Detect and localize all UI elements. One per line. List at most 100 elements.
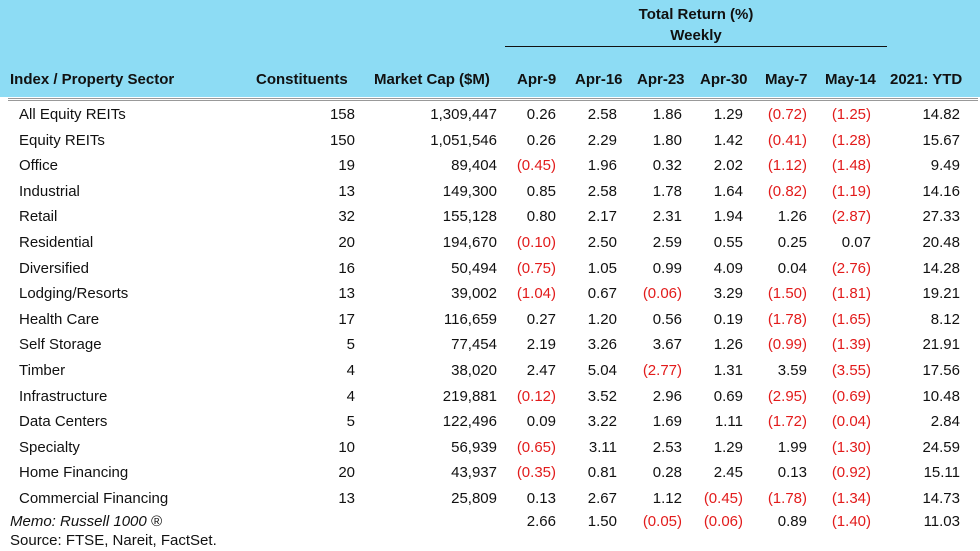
row-label: Commercial Financing — [19, 490, 169, 507]
apr23-cell: 2.53 — [652, 438, 682, 456]
may7-cell: (2.95) — [767, 387, 807, 405]
ytd-cell: 19.21 — [922, 285, 960, 303]
constituents-cell: 13 — [338, 285, 355, 303]
apr9-cell: 0.80 — [526, 208, 556, 226]
col-header-ytd: 2021: YTD — [890, 71, 963, 88]
apr30-cell: 1.31 — [713, 362, 743, 379]
weekly-subtitle: Weekly — [670, 27, 722, 44]
may7-cell: (1.50) — [767, 285, 807, 303]
table-row: Home Financing 20 43,937 (0.35) 0.81 0.28 2.45… — [0, 461, 980, 485]
col-header-apr16: Apr-16 — [575, 71, 623, 88]
may7-cell: (0.99) — [767, 336, 807, 354]
apr16-cell: 2.58 — [587, 182, 617, 200]
table-row: Specialty 10 56,939 (0.65) 3.11 2.53 1.29 1.99 (… — [0, 436, 980, 460]
apr23-cell: 3.67 — [652, 336, 682, 354]
constituents-cell: 20 — [338, 234, 355, 251]
total-return-group-title: Total Return (%) — [638, 6, 754, 23]
apr9-cell: 0.26 — [526, 106, 556, 123]
table-row: Diversified 16 50,494 (0.75) 1.05 0.99 4.09 0.0… — [0, 257, 980, 281]
market-cap-cell: 149,300 — [442, 182, 497, 200]
table-row: Infrastructure 4 219,881 (0.12) 3.52 2.96 0.69… — [0, 385, 980, 409]
apr30-cell: 0.69 — [713, 387, 743, 405]
col-header-apr30: Apr-30 — [700, 71, 748, 88]
market-cap-cell: 89,404 — [451, 157, 497, 175]
col-header-constituents: Constituents — [256, 71, 348, 88]
memo-apr16-cell: 1.50 — [587, 512, 617, 530]
constituents-cell: 13 — [338, 182, 355, 200]
ytd-cell: 21.91 — [922, 336, 960, 354]
row-label: Retail — [19, 208, 58, 226]
memo-row: Memo: Russell 1000 ® 2.66 1.50 (0.05) (0.06)… — [0, 510, 980, 534]
table-row: Timber 4 38,020 2.47 5.04 (2.77) 1.31 3.59 (3.55… — [0, 359, 980, 383]
market-cap-cell: 155,128 — [442, 208, 497, 226]
market-cap-cell: 116,659 — [443, 310, 497, 328]
table-row: Lodging/Resorts 13 39,002 (1.04) 0.67 (0.06) 3… — [0, 282, 980, 306]
apr23-cell: 2.96 — [652, 387, 682, 405]
table-row: Health Care 17 116,659 0.27 1.20 0.56 0.19 (1.7… — [0, 308, 980, 332]
ytd-cell: 10.48 — [922, 387, 960, 405]
row-label: Health Care — [19, 310, 100, 328]
row-label: Industrial — [19, 182, 80, 200]
row-label: Specialty — [19, 438, 80, 456]
col-header-market-cap: Market Cap ($M) — [374, 71, 490, 88]
row-label: All Equity REITs — [19, 106, 126, 123]
apr9-cell: 0.85 — [526, 182, 556, 200]
apr23-cell: 0.32 — [652, 157, 682, 175]
may7-cell: (1.12) — [767, 157, 807, 175]
may14-cell: (1.81) — [831, 285, 871, 303]
row-label: Office — [19, 157, 58, 175]
ytd-cell: 24.59 — [922, 438, 960, 456]
may7-cell: (1.78) — [767, 490, 807, 507]
constituents-cell: 20 — [338, 464, 355, 482]
table-row: Data Centers 5 122,496 0.09 3.22 1.69 1.11 (1.7… — [0, 410, 980, 434]
ytd-cell: 14.73 — [922, 490, 960, 507]
col-header-apr9: Apr-9 — [517, 71, 557, 88]
may7-cell: 0.04 — [777, 259, 807, 277]
apr23-cell: 1.69 — [652, 413, 682, 431]
apr23-cell: 0.99 — [652, 259, 682, 277]
apr23-cell: (2.77) — [642, 362, 682, 379]
market-cap-cell: 194,670 — [442, 234, 497, 251]
apr16-cell: 3.11 — [588, 438, 617, 456]
col-header-sector: Index / Property Sector — [10, 71, 175, 88]
apr23-cell: 0.56 — [652, 310, 682, 328]
apr9-cell: 0.09 — [526, 413, 556, 431]
constituents-cell: 5 — [346, 336, 355, 354]
memo-apr9-cell: 2.66 — [526, 512, 556, 530]
table-row: Self Storage 5 77,454 2.19 3.26 3.67 1.26 (0.99… — [0, 333, 980, 357]
header-divider — [8, 98, 978, 101]
apr16-cell: 3.22 — [587, 413, 617, 431]
constituents-cell: 4 — [346, 387, 355, 405]
may14-cell: (2.76) — [831, 259, 871, 277]
may7-cell: 3.59 — [777, 362, 807, 379]
apr23-cell: 1.78 — [652, 182, 682, 200]
may14-cell: (0.04) — [831, 413, 871, 431]
ytd-cell: 17.56 — [922, 362, 960, 379]
may14-cell: (1.65) — [831, 310, 871, 328]
may14-cell: 0.07 — [841, 234, 871, 251]
ytd-cell: 9.49 — [930, 157, 960, 175]
memo-may14-cell: (1.40) — [831, 512, 871, 530]
apr30-cell: 1.26 — [713, 336, 743, 354]
apr23-cell: 1.86 — [652, 106, 682, 123]
constituents-cell: 4 — [346, 362, 355, 379]
ytd-cell: 2.84 — [930, 413, 960, 431]
may14-cell: (1.30) — [831, 438, 871, 456]
may7-cell: 1.26 — [777, 208, 807, 226]
may7-cell: (1.72) — [767, 413, 807, 431]
market-cap-cell: 122,496 — [442, 413, 497, 431]
row-label: Diversified — [19, 259, 90, 277]
col-header-may14: May-14 — [825, 71, 876, 88]
apr16-cell: 5.04 — [587, 362, 617, 379]
apr23-cell: 2.59 — [652, 234, 682, 251]
apr30-cell: 0.55 — [713, 234, 743, 251]
apr16-cell: 3.26 — [587, 336, 617, 354]
apr16-cell: 2.50 — [587, 234, 617, 251]
apr30-cell: 0.19 — [713, 310, 743, 328]
may7-cell: (0.41) — [767, 131, 807, 149]
apr9-cell: (0.65) — [516, 438, 556, 456]
row-label: Home Financing — [19, 464, 129, 482]
row-label: Equity REITs — [19, 131, 105, 149]
may14-cell: (0.92) — [831, 464, 871, 482]
may7-cell: 0.25 — [777, 234, 807, 251]
